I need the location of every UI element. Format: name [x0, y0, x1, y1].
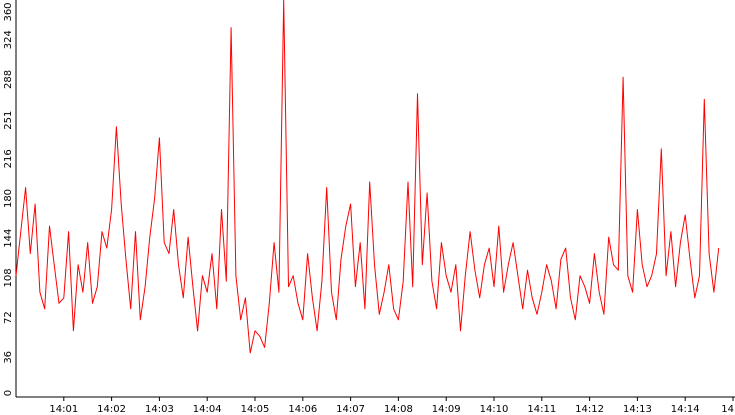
x-tick-label: 14:06: [288, 404, 317, 415]
x-tick-label: 14:13: [623, 404, 652, 415]
x-tick-label: 14:04: [193, 404, 222, 415]
x-tick-label: 14:09: [432, 404, 461, 415]
y-tick-label: 180: [3, 189, 14, 208]
series-layer: [15, 0, 720, 354]
y-tick-labels: 0 36 72 108 144 180 216 251 288 324 360: [3, 2, 14, 396]
y-tick-label: 324: [3, 30, 14, 49]
x-tick-label: 14:01: [49, 404, 78, 415]
y-tick-label: 144: [3, 229, 14, 248]
y-tick-label: 251: [3, 111, 14, 130]
x-tick-label: 14:03: [145, 404, 174, 415]
x-tick-label: 14:08: [384, 404, 413, 415]
x-tick-label: 14: [721, 404, 734, 415]
x-tick-label: 14:12: [575, 404, 604, 415]
y-tick-label: 0: [3, 390, 14, 396]
y-tick-label: 288: [3, 70, 14, 89]
x-tick-label: 14:02: [97, 404, 126, 415]
x-tick-label: 14:11: [527, 404, 556, 415]
x-tick-label: 14:05: [241, 404, 270, 415]
y-tick-label: 36: [3, 351, 14, 364]
y-tick-label: 216: [3, 149, 14, 168]
series-line: [15, 0, 720, 354]
tick-marks: [63, 397, 734, 401]
y-tick-label: 108: [3, 268, 14, 287]
y-tick-label: 72: [3, 311, 14, 324]
x-tick-label: 14:07: [336, 404, 365, 415]
y-tick-label: 360: [3, 2, 14, 21]
x-tick-label: 14:14: [671, 404, 700, 415]
x-tick-label: 14:10: [480, 404, 509, 415]
x-tick-labels: 14:01 14:02 14:03 14:04 14:05 14:06 14:07 14:08…: [49, 404, 734, 415]
